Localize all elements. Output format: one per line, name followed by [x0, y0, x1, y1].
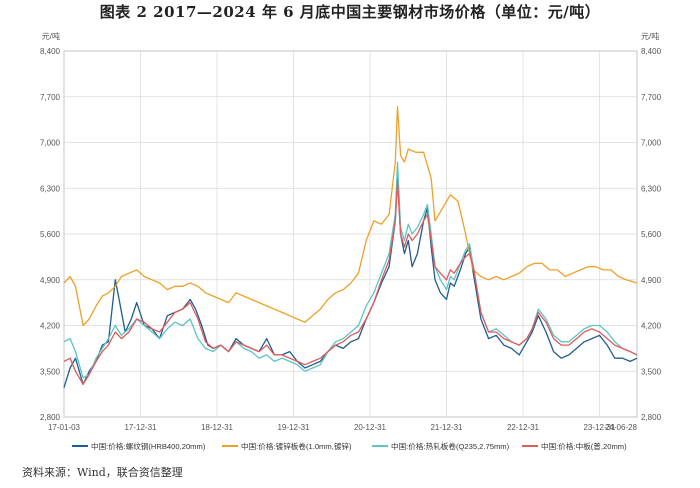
source-note: 资料来源：Wind，联合资信整理 — [22, 466, 183, 479]
y-tick-label-left: 3,500 — [40, 367, 61, 376]
y-tick-label-left: 6,300 — [40, 184, 61, 193]
x-tick-label: 21-12-31 — [430, 423, 463, 432]
y-tick-label-left: 7,700 — [40, 93, 61, 102]
x-tick-label: 24-06-28 — [605, 423, 638, 432]
series-line-2 — [63, 105, 638, 327]
legend-label: 中国:价格:螺纹钢(HRB400,20mm) — [91, 441, 206, 451]
y-tick-label-right: 4,200 — [641, 322, 662, 331]
y-unit-left: 元/吨 — [42, 31, 60, 41]
x-tick-label: 17-01-03 — [48, 423, 81, 432]
chart-grid — [63, 50, 638, 418]
y-tick-label-left: 4,900 — [40, 276, 61, 285]
y-tick-label-right: 8,400 — [641, 47, 662, 56]
chart-axes: 2,800 2,800 3,500 3,500 4,200 4,200 4,900 4,900… — [40, 31, 662, 432]
legend-label: 中国:价格:镀锌板卷(1.0mm,镀锌) — [241, 441, 352, 451]
x-tick-label: 22-12-31 — [507, 423, 540, 432]
series-line-4 — [63, 181, 638, 385]
y-tick-label-left: 5,600 — [40, 230, 61, 239]
y-tick-label-right: 7,000 — [641, 139, 662, 148]
y-tick-label-right: 3,500 — [641, 367, 662, 376]
series-line-1 — [63, 174, 638, 388]
chart-series — [63, 105, 638, 388]
x-tick-label: 17-12-31 — [124, 423, 157, 432]
y-tick-label-right: 2,800 — [641, 413, 662, 422]
y-tick-label-right: 7,700 — [641, 93, 662, 102]
x-tick-label: 20-12-31 — [354, 423, 387, 432]
legend-label: 中国:价格:中板(普,20mm) — [541, 441, 627, 451]
y-tick-label-right: 4,900 — [641, 276, 662, 285]
line-chart: 2,800 2,800 3,500 3,500 4,200 4,200 4,900 4,900… — [40, 31, 662, 451]
y-tick-label-left: 8,400 — [40, 47, 61, 56]
y-tick-label-right: 5,600 — [641, 230, 662, 239]
y-tick-label-right: 6,300 — [641, 184, 662, 193]
x-tick-label: 19-12-31 — [277, 423, 310, 432]
legend-label: 中国:价格:热轧板卷(Q235,2.75mm) — [391, 441, 510, 451]
x-tick-label: 23-12-31 — [583, 423, 616, 432]
figure-title: 图表 2 2017—2024 年 6 月底中国主要钢材市场价格（单位：元/吨） — [99, 3, 601, 21]
chart-legend: 中国:价格:螺纹钢(HRB400,20mm) 中国:价格:镀锌板卷(1.0mm,镀… — [72, 441, 627, 451]
x-tick-label: 18-12-31 — [201, 423, 234, 432]
y-unit-right: 元/吨 — [641, 31, 659, 41]
y-tick-label-left: 4,200 — [40, 322, 61, 331]
y-tick-label-left: 7,000 — [40, 139, 61, 148]
y-tick-label-left: 2,800 — [40, 413, 61, 422]
